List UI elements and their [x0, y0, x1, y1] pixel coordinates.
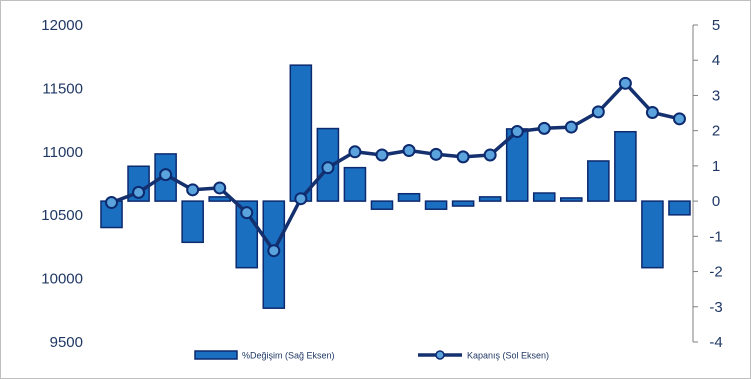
right-axis: 5 4 3 2 1 0 -1 -2 -3 -4: [692, 17, 723, 351]
line-point: [186, 183, 200, 197]
right-tick-label: 2: [712, 123, 720, 140]
line-point: [672, 112, 686, 126]
left-axis: 12000 11500 11000 10500 10000 9500: [41, 17, 83, 351]
bar: [451, 200, 475, 207]
line-point: [159, 168, 173, 182]
left-tick-label: 12000: [41, 17, 83, 34]
line-point: [375, 148, 389, 162]
line-path: [110, 81, 680, 253]
right-tick-label: 4: [712, 52, 720, 69]
right-tick-label: 3: [712, 87, 720, 104]
left-tick-label: 11500: [42, 80, 83, 97]
bar: [343, 166, 367, 202]
line-point: [645, 105, 659, 119]
bar: [668, 200, 691, 216]
line-point: [213, 181, 227, 195]
left-tick-label: 9500: [50, 334, 83, 351]
right-tick-label: 1: [712, 158, 720, 175]
right-tick-label: 0: [712, 193, 720, 210]
line-point: [321, 161, 335, 175]
legend-label-bar: %Değişim (Sağ Eksen): [242, 351, 335, 361]
bar: [370, 200, 394, 210]
line-point: [510, 125, 524, 139]
left-tick-label: 10000: [41, 271, 83, 288]
bar: [208, 196, 232, 202]
line-point: [240, 206, 254, 220]
line-point: [564, 120, 578, 134]
bar: [424, 200, 448, 210]
right-tick-label: -3: [709, 299, 722, 316]
right-tick-label: -4: [709, 334, 722, 351]
bar: [641, 200, 664, 269]
bar: [559, 197, 583, 202]
bar: [478, 196, 502, 202]
legend-line-marker: [435, 350, 445, 360]
line-series: [105, 76, 686, 258]
line-point: [132, 185, 146, 199]
line-point: [537, 121, 551, 135]
line-point: [429, 147, 443, 161]
line-point: [267, 244, 281, 258]
line-point: [294, 192, 308, 206]
legend-label-line: Kapanış (Sol Eksen): [467, 351, 549, 361]
right-tick-label: 5: [712, 17, 720, 34]
line-point: [348, 145, 362, 159]
line-point: [591, 105, 605, 119]
legend: %Değişim (Sağ Eksen) Kapanış (Sol Eksen): [194, 350, 549, 361]
legend-bar-swatch: [194, 350, 238, 360]
bar: [289, 64, 313, 202]
bar: [614, 130, 637, 202]
line-point: [618, 76, 632, 90]
left-tick-label: 11000: [42, 144, 83, 161]
line-point: [402, 144, 416, 158]
line-point: [456, 150, 470, 164]
right-tick-label: -1: [709, 228, 722, 245]
left-tick-label: 10500: [41, 207, 83, 224]
bar: [397, 192, 421, 202]
right-tick-label: -2: [709, 264, 722, 281]
line-point: [483, 148, 497, 162]
bar: [587, 160, 610, 202]
line-point: [105, 196, 119, 210]
bar: [532, 192, 556, 202]
bar: [181, 200, 204, 244]
